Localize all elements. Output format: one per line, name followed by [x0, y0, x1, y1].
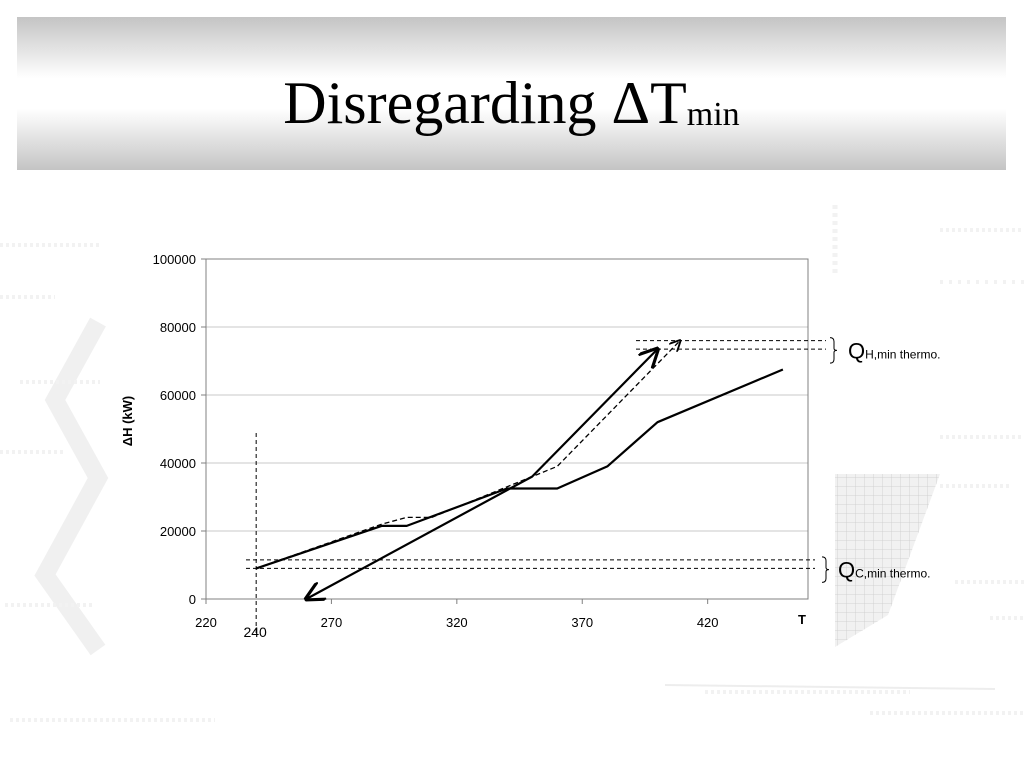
reference-x-label: 240	[243, 624, 267, 640]
brace-mark	[829, 337, 838, 364]
plot-area	[205, 258, 809, 600]
grid-lines	[206, 326, 808, 532]
x-tick-label: 270	[321, 615, 343, 630]
y-tick-label: 60000	[160, 388, 196, 403]
brace-mark	[821, 556, 830, 583]
x-axis-label: T	[798, 612, 806, 627]
reference-lines: 240	[243, 340, 826, 640]
title-main: Disregarding ΔT	[283, 70, 687, 136]
series-group	[255, 341, 784, 599]
x-tick-label: 370	[571, 615, 593, 630]
annotations: QH,min thermo.QC,min thermo.	[821, 337, 940, 583]
y-tick-label: 0	[189, 592, 196, 607]
q-annotation-sub: H,min thermo.	[865, 347, 940, 361]
q-annotation-main: Q	[848, 338, 865, 363]
x-tick-label: 220	[195, 615, 217, 630]
y-tick-label: 20000	[160, 524, 196, 539]
series-line-1	[255, 368, 784, 570]
tick-labels: 0 20000 40000 60000 80000 100000 220 270 320 370 4…	[153, 252, 719, 630]
x-tick-label: 320	[446, 615, 468, 630]
title-subscript: min	[686, 96, 740, 133]
y-tick-label: 80000	[160, 320, 196, 335]
series-line-3	[255, 341, 680, 570]
x-tick-label: 420	[697, 615, 719, 630]
slide-title: Disregarding ΔTmin	[17, 73, 1006, 133]
y-tick-label: 40000	[160, 456, 196, 471]
y-tick-label: 100000	[153, 252, 196, 267]
q-annotation: QC,min thermo.	[838, 558, 930, 583]
y-axis-label: ΔH (kW)	[120, 396, 135, 447]
q-annotation: QH,min thermo.	[848, 338, 940, 363]
series-line-2	[306, 349, 657, 599]
q-annotation-sub: C,min thermo.	[855, 567, 930, 581]
q-annotation-main: Q	[838, 558, 855, 583]
title-bar: Disregarding ΔTmin	[17, 17, 1006, 170]
